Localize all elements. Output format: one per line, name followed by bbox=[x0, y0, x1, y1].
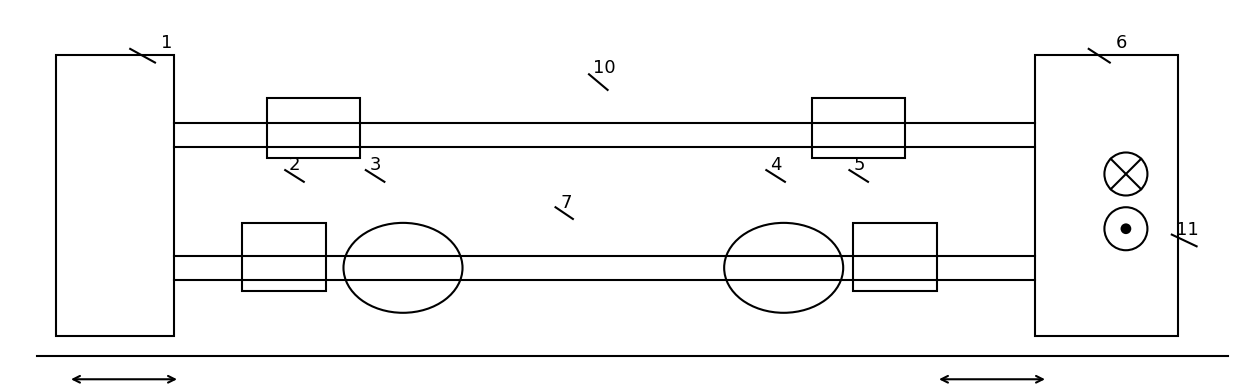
Bar bbox=[56, 55, 174, 336]
Text: 6: 6 bbox=[1116, 34, 1127, 52]
Bar bbox=[267, 98, 360, 158]
Bar bbox=[853, 223, 937, 291]
Text: 5: 5 bbox=[853, 156, 864, 174]
Text: 1: 1 bbox=[161, 34, 172, 52]
Text: 2: 2 bbox=[289, 156, 300, 174]
Text: 3: 3 bbox=[370, 156, 381, 174]
Bar bbox=[242, 223, 326, 291]
Ellipse shape bbox=[1121, 223, 1131, 234]
Text: 4: 4 bbox=[770, 156, 781, 174]
Text: 7: 7 bbox=[560, 194, 572, 212]
Bar bbox=[812, 98, 905, 158]
Text: 10: 10 bbox=[593, 59, 615, 77]
Text: 11: 11 bbox=[1176, 221, 1198, 239]
Bar bbox=[1035, 55, 1178, 336]
